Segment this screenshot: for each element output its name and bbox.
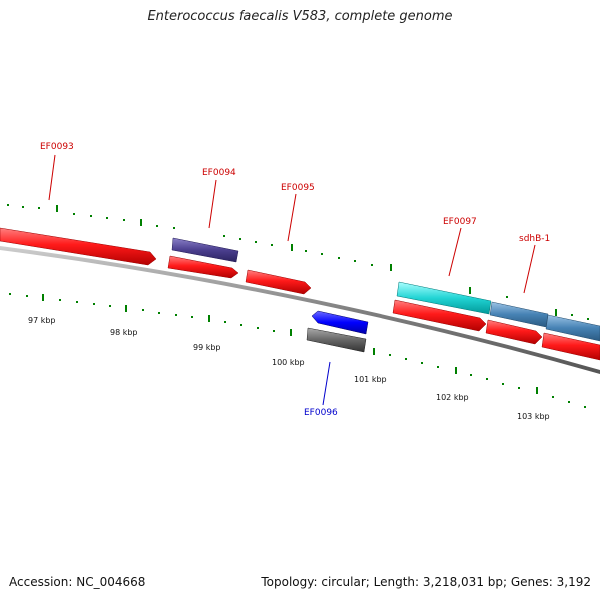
gene-arrow-ef0096[interactable]	[311, 310, 369, 335]
gene-label-ef0096[interactable]: EF0096	[304, 408, 338, 418]
gene-label-ef0095[interactable]: EF0095	[281, 183, 315, 193]
map-title: Enterococcus faecalis V583, complete gen…	[147, 9, 453, 24]
tick-label-100kbp: 100 kbp	[272, 358, 305, 367]
cds-arrow-ef0097[interactable]	[392, 299, 487, 332]
cds-arrow-next[interactable]	[541, 332, 600, 361]
tick-label-101kbp: 101 kbp	[354, 375, 387, 384]
genome-summary-text: Topology: circular; Length: 3,218,031 bp…	[261, 575, 591, 589]
cds-arrow-ef0093[interactable]	[0, 227, 157, 266]
gene-label-ef0094[interactable]: EF0094	[202, 168, 236, 178]
label-leader-lines	[48, 154, 536, 406]
gene-bar-sdhb-1[interactable]	[489, 301, 549, 328]
outer-tick-marks	[7, 204, 589, 320]
tick-label-103kbp: 103 kbp	[517, 412, 550, 421]
gene-label-sdhb-1[interactable]: sdhB-1	[519, 234, 550, 244]
inner-tick-marks	[9, 293, 586, 408]
tick-label-99kbp: 99 kbp	[193, 343, 221, 352]
cds-arrow-ef0094[interactable]	[167, 255, 239, 279]
tick-label-98kbp: 98 kbp	[110, 328, 138, 337]
accession-text: Accession: NC_004668	[9, 575, 146, 589]
tick-label-97kbp: 97 kbp	[28, 316, 56, 325]
gene-bar-ef0096[interactable]	[306, 327, 367, 353]
cds-arrow-sdhb-1[interactable]	[485, 319, 543, 345]
cds-arrow-ef0095[interactable]	[245, 269, 312, 295]
gene-bar-next[interactable]	[545, 314, 600, 342]
gene-bar-ef0097[interactable]	[396, 281, 492, 315]
tick-label-102kbp: 102 kbp	[436, 393, 469, 402]
gene-bar-ef0094[interactable]	[171, 237, 239, 263]
gene-label-ef0097[interactable]: EF0097	[443, 217, 477, 227]
gene-label-ef0093[interactable]: EF0093	[40, 142, 74, 152]
